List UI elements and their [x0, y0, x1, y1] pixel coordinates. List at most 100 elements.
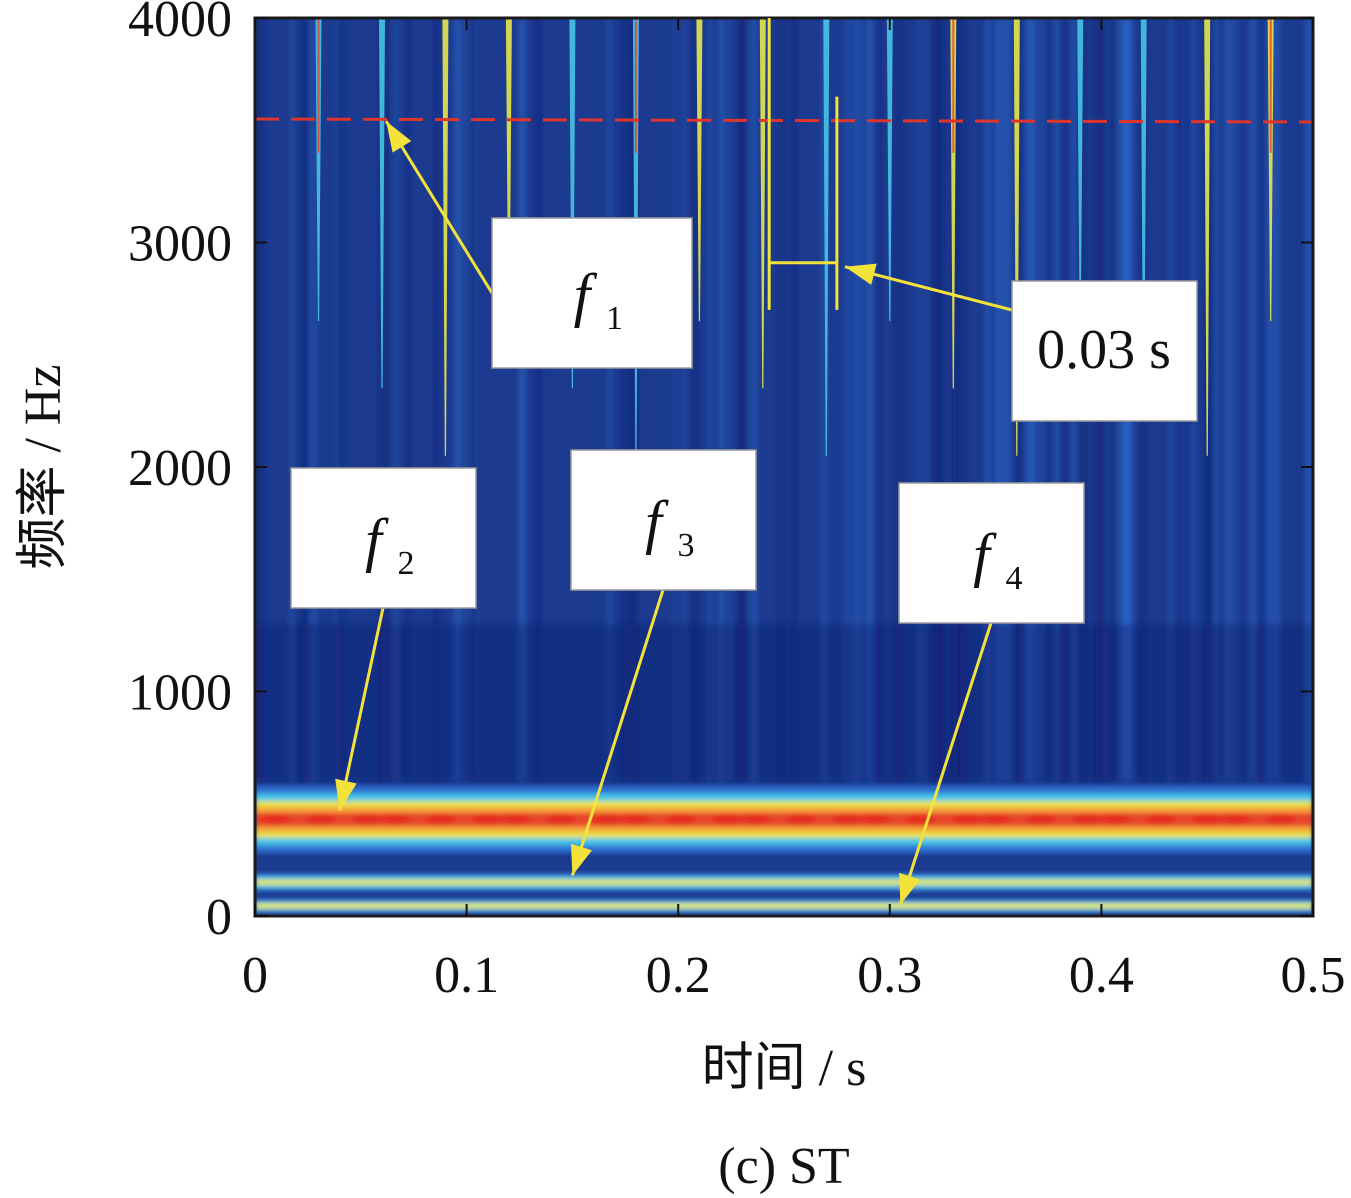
- plot-area: [255, 18, 1313, 916]
- texture-streak: [435, 18, 438, 782]
- band-f2-spot: [1221, 813, 1249, 826]
- texture-streak: [998, 18, 1005, 782]
- texture-streak: [303, 18, 309, 782]
- texture-streak: [692, 18, 695, 782]
- texture-streak: [387, 18, 390, 782]
- callout-box-f4: [898, 482, 1085, 624]
- texture-streak: [256, 18, 260, 782]
- texture-streak: [339, 18, 343, 782]
- band-f2-spot: [1267, 813, 1295, 826]
- band-f2-spot: [1027, 813, 1055, 826]
- impulse-line: [1267, 18, 1274, 322]
- impulse-line: [696, 18, 703, 322]
- texture-streak: [866, 18, 873, 782]
- texture-streak: [290, 18, 294, 782]
- callout-label-interval: 0.03 s: [1037, 319, 1171, 381]
- impulse-line: [1204, 18, 1211, 456]
- band-f2-spot: [861, 813, 889, 826]
- x-tick-label: 0.4: [1069, 947, 1134, 1004]
- texture-streak: [1265, 18, 1268, 782]
- band-f2-spot: [953, 813, 981, 826]
- x-tick-label: 0.5: [1281, 947, 1346, 1004]
- texture-streak: [629, 18, 634, 782]
- band-f4-core: [255, 903, 1313, 909]
- y-tick-label: 0: [206, 889, 232, 946]
- texture-streak: [474, 18, 478, 782]
- low-freq-shade: [255, 624, 1313, 782]
- texture-streak: [623, 18, 628, 782]
- band-f2-spot: [473, 813, 501, 826]
- callout-f2-arrow-head: [335, 778, 357, 811]
- impulse-line: [1077, 18, 1084, 322]
- band-f2-spot: [427, 813, 455, 826]
- x-tick-label: 0.2: [646, 947, 711, 1004]
- texture-streak: [917, 18, 920, 782]
- texture-streak: [937, 18, 941, 782]
- texture-streak: [750, 18, 757, 782]
- band-f2-spot: [833, 813, 861, 826]
- impulse-line: [759, 18, 766, 389]
- texture-streak: [928, 18, 937, 782]
- texture-streak: [924, 18, 932, 782]
- callout-f3-arrow-head: [571, 843, 592, 876]
- interval-marker: [767, 18, 839, 310]
- texture-streak: [727, 18, 731, 782]
- texture-streak: [518, 18, 526, 782]
- texture-streak: [606, 18, 613, 782]
- texture-streak: [958, 18, 966, 782]
- band-f2-spot: [261, 813, 289, 826]
- band-f2-spot: [353, 813, 381, 826]
- texture-streak: [1306, 18, 1310, 782]
- texture-streak: [1265, 18, 1271, 782]
- impulse-line: [505, 18, 512, 322]
- callout-box-f3: [570, 449, 757, 591]
- callout-subscript-f4: 4: [1006, 560, 1023, 597]
- texture-streak: [718, 18, 724, 782]
- band-f2-spot: [1193, 813, 1221, 826]
- texture-streak: [939, 18, 944, 782]
- texture-streak: [793, 18, 796, 782]
- band-f2-spot: [621, 813, 649, 826]
- texture-streak: [1231, 18, 1238, 782]
- callout-f1-arrow-line: [384, 120, 494, 294]
- texture-streak: [822, 18, 827, 782]
- impulse-line: [1140, 18, 1147, 389]
- impulse-line: [379, 18, 385, 389]
- band-f2-spot: [1101, 813, 1129, 826]
- reference-dashed-line: [255, 117, 1313, 124]
- callout-subscript-f2: 2: [398, 545, 415, 582]
- callout-box-f2: [290, 467, 477, 609]
- callout-f3-arrow-line: [570, 589, 665, 877]
- impulse-series: [315, 18, 1274, 456]
- texture-streak: [393, 18, 400, 782]
- texture-streak: [454, 18, 462, 782]
- texture-streak: [1223, 18, 1231, 782]
- band-f2-spot: [547, 813, 575, 826]
- impulse-line: [823, 18, 830, 456]
- texture-streak: [464, 18, 467, 782]
- texture-streak: [895, 18, 903, 782]
- callout-box-interval: [1011, 280, 1198, 422]
- texture-streak: [986, 18, 991, 782]
- texture-streak: [875, 18, 880, 782]
- texture-streak: [849, 18, 855, 782]
- chart-caption: (c) ST: [718, 1138, 849, 1195]
- band-f2-spot: [1073, 813, 1101, 826]
- y-tick-label: 4000: [128, 0, 232, 48]
- axis-ticks: 0 0.1 0.2 0.3 0.4 0.5 0 1000 2000 3000 4000: [128, 0, 1346, 1004]
- band-f2-spot: [1147, 813, 1175, 826]
- texture-streak: [778, 18, 781, 782]
- frequency-bands: [255, 785, 1313, 913]
- texture-streak: [404, 18, 409, 782]
- band-f2-spot: [713, 813, 741, 826]
- texture-streak: [674, 18, 680, 782]
- x-tick-label: 0.3: [857, 947, 922, 1004]
- impulse-line: [569, 18, 576, 389]
- band-f2-spot: [907, 813, 935, 826]
- texture-streak: [740, 18, 745, 782]
- impulse-line: [1013, 18, 1020, 456]
- texture-streak: [468, 18, 475, 782]
- callout-f2-arrow-line: [338, 607, 385, 811]
- band-f2-spot: [307, 813, 335, 826]
